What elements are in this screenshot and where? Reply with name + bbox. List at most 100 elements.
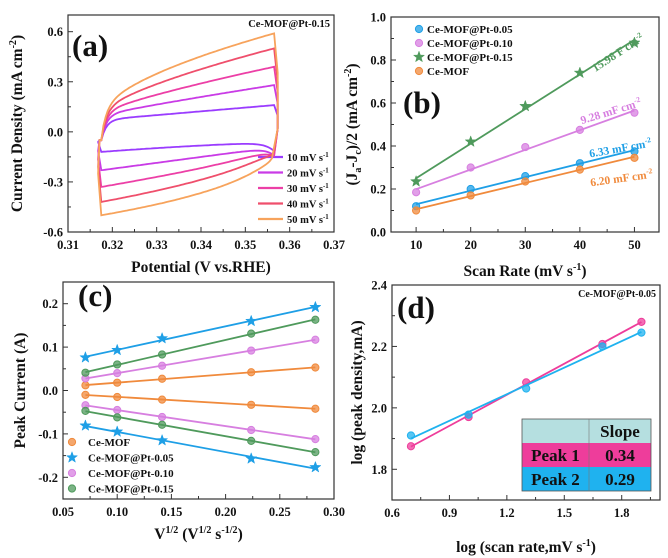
data-point — [113, 392, 122, 402]
data-point — [81, 406, 90, 415]
y-tick-label: 0.4 — [370, 140, 386, 154]
data-point — [309, 460, 322, 473]
y-tick-label: -0.1 — [38, 427, 58, 441]
plot-frame — [62, 281, 335, 500]
data-point — [113, 378, 122, 387]
y-tick-label: -0.2 — [38, 471, 58, 485]
fit-line — [85, 318, 316, 374]
x-tick-label: 0.30 — [323, 505, 345, 519]
fit-line — [85, 305, 316, 358]
x-tick-label: 0.9 — [442, 506, 458, 520]
data-point — [630, 108, 639, 117]
legend-marker — [414, 24, 424, 34]
data-point — [406, 442, 416, 451]
y-tick-label: 0.1 — [42, 341, 58, 355]
data-point — [575, 165, 584, 174]
legend-label: Ce-MOF — [427, 66, 469, 78]
capacitance-label: 15.98 F cm-2​ — [589, 30, 647, 75]
fit-line — [415, 39, 635, 180]
x-tick-label: 0.15 — [160, 505, 182, 519]
data-point — [111, 343, 124, 356]
data-point — [575, 125, 584, 134]
data-point — [630, 153, 639, 162]
data-point — [247, 329, 256, 338]
data-point — [598, 342, 607, 351]
table-slope-value: 0.34 — [605, 446, 635, 465]
sample-annotation: Ce-MOF@Pt-0.05 — [578, 289, 656, 300]
legend-label: Ce-MOF — [88, 437, 130, 449]
data-point — [311, 404, 320, 413]
data-point — [628, 36, 641, 49]
y-axis-title: log (peak density,mA) — [349, 320, 366, 464]
y-tick-label: 1.0 — [370, 11, 386, 25]
table-slope-value: 0.29 — [605, 470, 635, 489]
capacitance-label: 6.20 mF cm-2​ — [589, 166, 654, 189]
legend-label: 20 mV s-1​ — [287, 167, 329, 179]
y-tick-label: -0.3 — [43, 175, 63, 189]
x-tick-label: 0.05 — [52, 505, 74, 519]
data-point — [81, 390, 90, 399]
x-axis-title: Scan Rate (mV s-1​) — [463, 262, 586, 280]
y-tick-label: 0.6 — [370, 97, 386, 111]
data-point — [466, 163, 475, 172]
legend-label: 40 mV s-1​ — [287, 198, 329, 210]
data-point — [573, 66, 587, 79]
plot-frame — [391, 284, 661, 501]
legend-marker — [414, 38, 424, 48]
y-tick-label: 0.0 — [47, 125, 63, 139]
legend-label: Ce-MOF@Pt-0.10 — [88, 468, 174, 480]
data-point — [247, 436, 256, 445]
data-point — [245, 314, 258, 327]
data-point — [521, 142, 530, 152]
legend-marker — [67, 437, 77, 447]
sample-annotation: Ce-MOF@Pt-0.15 — [248, 19, 330, 30]
data-point — [247, 368, 256, 377]
data-point — [464, 410, 473, 419]
data-point — [519, 99, 532, 112]
data-point — [113, 405, 122, 415]
x-axis-title: Potential (V vs.RHE) — [131, 259, 271, 276]
y-tick-label: 2.0 — [371, 401, 387, 415]
legend-label: Ce-MOF@Pt-0.15 — [427, 52, 513, 64]
data-point — [113, 413, 122, 422]
x-tick-label: 1.8 — [614, 506, 630, 520]
y-tick-label: 0.0 — [370, 226, 386, 240]
data-point — [309, 300, 322, 313]
x-axis-title: log (scan rate,mV s-1​) — [456, 538, 596, 556]
data-point — [406, 431, 416, 440]
data-point — [157, 350, 167, 359]
fit-line — [85, 425, 316, 470]
x-tick-label: 0.10 — [106, 505, 128, 519]
fit-line — [85, 404, 316, 441]
data-point — [311, 448, 320, 457]
data-point — [79, 350, 92, 363]
table-row — [522, 467, 651, 491]
legend-label: Ce-MOF@Pt-0.15 — [88, 484, 174, 496]
y-tick-label: -0.6 — [43, 226, 63, 240]
data-point — [522, 384, 531, 393]
x-tick-label: 30 — [519, 238, 532, 252]
data-point — [247, 425, 256, 435]
legend-marker — [67, 484, 77, 493]
x-tick-label: 0.6 — [384, 506, 400, 520]
legend-marker — [67, 468, 77, 478]
legend-marker — [412, 50, 426, 63]
fit-line — [85, 366, 316, 386]
data-point — [157, 395, 167, 404]
x-tick-label: 0.25 — [269, 505, 291, 519]
x-tick-label: 0.36 — [279, 238, 301, 252]
table-border — [521, 418, 652, 492]
data-point — [157, 420, 167, 429]
x-tick-label: 50 — [628, 238, 641, 252]
legend-label: 10 mV s-1​ — [287, 152, 329, 164]
legend-label: Ce-MOF@Pt-0.05 — [427, 24, 513, 36]
data-point — [311, 435, 320, 444]
x-tick-label: 10 — [410, 238, 423, 252]
data-point — [412, 188, 421, 197]
x-tick-label: 1.2 — [499, 506, 515, 520]
data-point — [466, 191, 475, 200]
data-point — [464, 135, 477, 147]
capacitance-label: 9.28 mF cm-2​ — [578, 95, 643, 127]
data-point — [155, 331, 169, 344]
